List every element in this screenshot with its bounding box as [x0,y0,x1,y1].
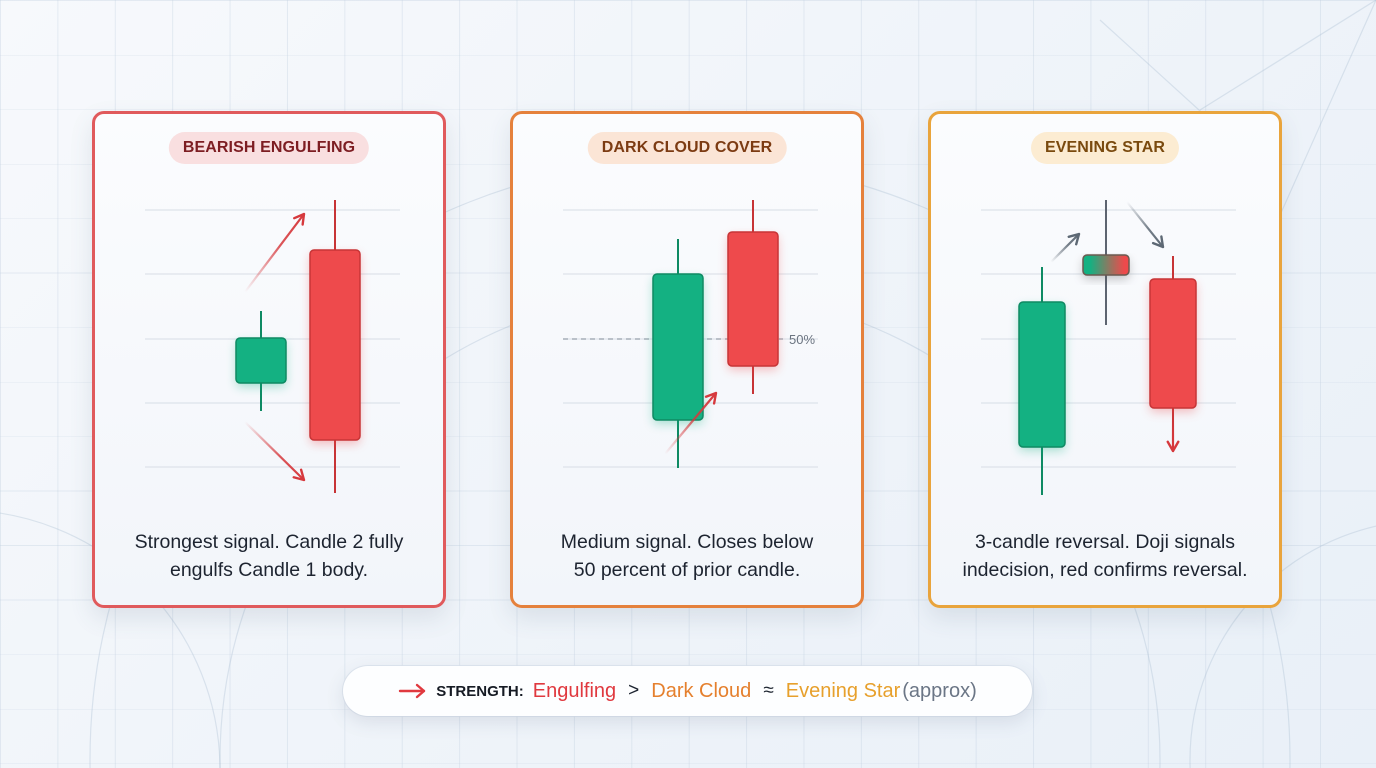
card-bearish-engulfing: BEARISH ENGULFING Strongest signal. Cand… [92,111,446,608]
pattern-title-pill: EVENING STAR [1030,132,1180,164]
candlestick-chart: 50% [563,200,818,468]
svg-text:50%: 50% [789,332,815,347]
strength-legend: STRENGTH: Engulfing > Dark Cloud ≈ Eveni… [343,666,1032,716]
legend-engulfing: Engulfing [532,679,617,702]
card-evening-star: EVENING STAR 3-candle reversal. Doji sig… [928,111,1282,608]
strength-label: STRENGTH: [436,682,524,700]
candlestick-chart [981,200,1236,495]
approx-equal-symbol: ≈ [763,680,774,701]
card-dark-cloud-cover: DARK CLOUD COVER 50% Medium signal. Clos… [510,111,864,608]
greater-than-symbol: > [628,680,640,701]
pattern-title-pill: DARK CLOUD COVER [587,132,787,164]
right-arrow-icon [399,683,426,699]
pattern-title-pill: BEARISH ENGULFING [168,132,370,164]
pattern-description: 3-candle reversal. Doji signals indecisi… [962,531,1248,581]
approx-note: (approx) [902,679,977,702]
candlestick-chart [145,200,400,493]
legend-dark-cloud: Dark Cloud [651,679,752,702]
pattern-description: Strongest signal. Candle 2 fully engulfs… [134,531,404,581]
legend-evening-star: Evening Star [785,679,901,702]
pattern-description: Medium signal. Closes below 50 percent o… [560,531,814,581]
